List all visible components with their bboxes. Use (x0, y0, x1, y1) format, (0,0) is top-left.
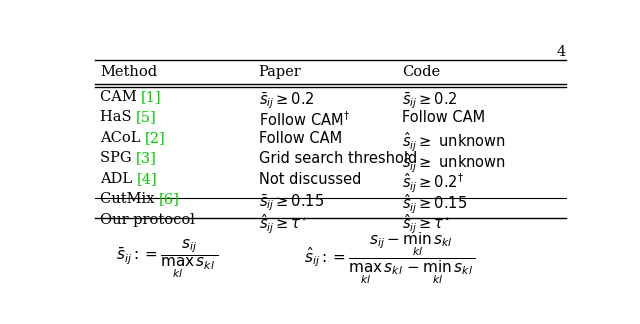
Text: $\hat{s}_{ij} \geq$ unknown: $\hat{s}_{ij} \geq$ unknown (403, 131, 506, 154)
Text: CutMix: CutMix (100, 192, 159, 206)
Text: [5]: [5] (136, 110, 157, 124)
Text: $\bar{s}_{ij} \geq 0.15$: $\bar{s}_{ij} \geq 0.15$ (259, 192, 324, 213)
Text: 4: 4 (557, 45, 566, 59)
Text: Code: Code (403, 65, 440, 79)
Text: Method: Method (100, 65, 157, 79)
Text: $\hat{s}_{ij} \geq 0.15$: $\hat{s}_{ij} \geq 0.15$ (403, 192, 468, 216)
Text: Our protocol: Our protocol (100, 213, 195, 227)
Text: $\hat{s}_{ij} \geq$ unknown: $\hat{s}_{ij} \geq$ unknown (403, 151, 506, 175)
Text: Paper: Paper (259, 65, 301, 79)
Text: CAM: CAM (100, 90, 141, 104)
Text: $\hat{s}_{ij} \geq \tau^{\star}$: $\hat{s}_{ij} \geq \tau^{\star}$ (403, 213, 451, 236)
Text: [3]: [3] (136, 151, 157, 165)
Text: Not discussed: Not discussed (259, 172, 361, 187)
Text: SPG: SPG (100, 151, 136, 165)
Text: $\bar{s}_{ij} \geq 0.2$: $\bar{s}_{ij} \geq 0.2$ (403, 90, 458, 111)
Text: [1]: [1] (141, 90, 162, 104)
Text: HaS: HaS (100, 110, 136, 124)
Text: Grid search threshold: Grid search threshold (259, 151, 417, 167)
Text: $\hat{s}_{ij} := \dfrac{s_{ij} - \min_{kl}\, s_{kl}}{\max_{kl}\, s_{kl} - \min_{: $\hat{s}_{ij} := \dfrac{s_{ij} - \min_{k… (304, 231, 476, 286)
Text: [6]: [6] (159, 192, 180, 206)
Text: $\bar{s}_{ij} := \dfrac{s_{ij}}{\max_{kl}\, s_{kl}}$: $\bar{s}_{ij} := \dfrac{s_{ij}}{\max_{kl… (116, 237, 218, 280)
Text: $\bar{s}_{ij} \geq 0.2$: $\bar{s}_{ij} \geq 0.2$ (259, 90, 314, 111)
Text: [4]: [4] (136, 172, 157, 186)
Text: Follow CAM: Follow CAM (403, 110, 486, 125)
Text: ACoL: ACoL (100, 131, 145, 145)
Text: Follow CAM$^{\dagger}$: Follow CAM$^{\dagger}$ (259, 110, 349, 129)
Text: $\hat{s}_{ij} \geq \tau^{\star}$: $\hat{s}_{ij} \geq \tau^{\star}$ (259, 213, 307, 236)
Text: $\hat{s}_{ij} \geq 0.2^{\dagger}$: $\hat{s}_{ij} \geq 0.2^{\dagger}$ (403, 172, 465, 195)
Text: [2]: [2] (145, 131, 166, 145)
Text: Follow CAM: Follow CAM (259, 131, 342, 146)
Text: ADL: ADL (100, 172, 136, 186)
